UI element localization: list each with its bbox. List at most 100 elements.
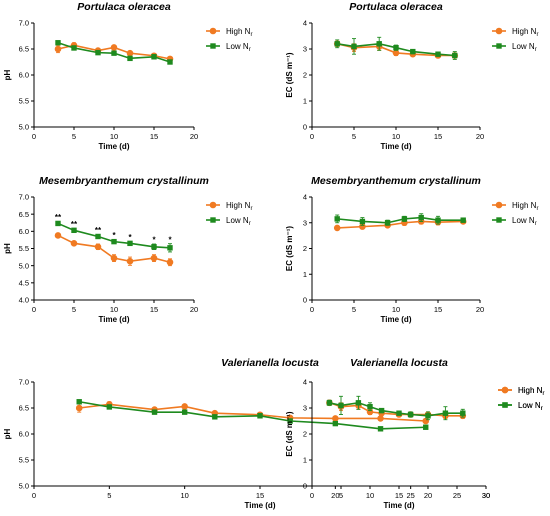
data-point-high — [54, 45, 62, 53]
y-axis-label: EC (dS m⁻¹) — [285, 411, 294, 456]
legend-label-high: High Nr — [518, 386, 544, 397]
series-low — [334, 213, 466, 226]
data-point-low — [355, 400, 362, 406]
y-tick-label: 1 — [303, 270, 307, 279]
x-tick-label: 5 — [107, 491, 111, 500]
y-tick-label: 3 — [303, 45, 307, 54]
x-axis-label: Time (d) — [99, 315, 130, 324]
data-point-low — [407, 411, 414, 418]
chart-title: Portulaca oleracea — [349, 1, 443, 13]
y-tick-label: 3 — [303, 218, 307, 227]
data-point-high — [126, 49, 134, 57]
data-point-low — [435, 217, 441, 223]
x-tick-label: 5 — [352, 305, 356, 314]
x-tick-label: 15 — [434, 305, 442, 314]
series-low — [334, 36, 458, 60]
x-tick-label: 15 — [395, 491, 403, 500]
series-line-low — [329, 401, 463, 417]
y-tick-label: 4.0 — [19, 296, 29, 305]
y-tick-label: 5.0 — [19, 482, 29, 491]
data-point-low — [71, 227, 77, 234]
x-axis-label: Time (d) — [381, 142, 412, 151]
x-axis-label: Time (d) — [245, 501, 276, 510]
data-point-low — [359, 218, 366, 225]
y-tick-label: 4 — [303, 19, 307, 28]
data-point-low — [181, 409, 188, 415]
y-tick-label: 2 — [303, 71, 307, 80]
data-point-high — [392, 49, 400, 57]
chart-title: Portulaca oleracea — [77, 1, 171, 13]
data-point-low — [332, 420, 339, 427]
y-axis-label: pH — [3, 69, 12, 80]
data-point-low — [423, 424, 429, 430]
legend-label-high: High Nr — [512, 27, 538, 38]
legend-label-low: Low Nr — [512, 216, 537, 227]
x-axis-label: Time (d) — [381, 315, 412, 324]
x-tick-label: 15 — [150, 305, 158, 314]
series-line-low — [79, 400, 426, 430]
data-point-low — [212, 414, 218, 420]
significance-annotation: * — [128, 233, 132, 242]
x-axis-label: Time (d) — [384, 501, 415, 510]
data-point-high — [110, 254, 118, 262]
legend-marker-high — [209, 27, 217, 35]
chart-title: Valerianella locusta — [221, 357, 319, 369]
legend-marker-high — [209, 201, 217, 209]
y-axis-label: pH — [3, 428, 12, 439]
legend-marker-low — [496, 217, 502, 223]
data-point-low — [435, 51, 441, 57]
y-tick-label: 1 — [303, 97, 307, 106]
data-point-high — [377, 415, 384, 422]
legend-marker-high — [495, 27, 503, 35]
data-point-low — [127, 55, 133, 62]
x-tick-label: 20 — [476, 132, 484, 141]
legend-marker-low — [210, 43, 216, 49]
x-tick-label: 20 — [190, 305, 198, 314]
significance-annotation: * — [152, 236, 156, 245]
significance-annotation: * — [112, 231, 116, 240]
y-tick-label: 0 — [303, 123, 307, 132]
y-tick-label: 7.0 — [19, 378, 29, 387]
data-point-low — [452, 52, 458, 59]
series-low — [55, 40, 173, 65]
legend: High Nr Low Nr — [498, 386, 544, 412]
y-tick-label: 7.0 — [19, 19, 29, 28]
data-point-low — [393, 45, 399, 51]
data-point-low — [410, 48, 416, 55]
series-line-high — [337, 220, 464, 229]
data-point-low — [396, 410, 402, 416]
chart-title: Mesembryanthemum crystallinum — [311, 175, 481, 187]
x-tick-label: 15 — [256, 491, 264, 500]
data-point-low — [76, 399, 82, 405]
legend: High Nr Low Nr — [206, 27, 252, 53]
x-tick-label: 15 — [434, 132, 442, 141]
y-tick-label: 5.5 — [19, 97, 29, 106]
data-point-low — [334, 41, 340, 47]
y-tick-label: 6.0 — [19, 227, 29, 236]
x-tick-label: 5 — [352, 132, 356, 141]
data-point-high — [333, 224, 341, 232]
data-point-low — [106, 404, 113, 410]
data-point-high — [332, 415, 339, 422]
chart-panel-6: Valerianella locusta 0 5 10 15 20 25 30 0 1 2 3 4 Tim… — [285, 357, 544, 510]
data-point-low — [351, 43, 357, 50]
chart-panel-1: Portulaca oleracea 0 5 10 15 20 5.0 5.5 6.0 6.5 7.… — [3, 1, 252, 151]
legend-marker-low — [210, 217, 216, 223]
chart-title: Valerianella locusta — [350, 357, 448, 369]
x-tick-label: 0 — [310, 132, 314, 141]
x-tick-label: 20 — [331, 491, 339, 500]
data-point-low — [338, 402, 344, 409]
data-point-low — [460, 217, 466, 223]
legend-label-low: Low Nr — [518, 401, 543, 412]
y-tick-label: 5.0 — [19, 123, 29, 132]
data-point-low — [167, 245, 173, 251]
data-point-low — [287, 418, 293, 424]
data-point-low — [377, 426, 384, 432]
legend-label-low: Low Nr — [226, 42, 251, 53]
y-tick-label: 6.5 — [19, 404, 29, 413]
significance-annotation: ** — [95, 226, 102, 235]
data-point-high — [181, 403, 188, 410]
legend-marker-high — [495, 201, 503, 209]
legend-label-high: High Nr — [226, 27, 252, 38]
legend: High Nr Low Nr — [206, 201, 252, 227]
